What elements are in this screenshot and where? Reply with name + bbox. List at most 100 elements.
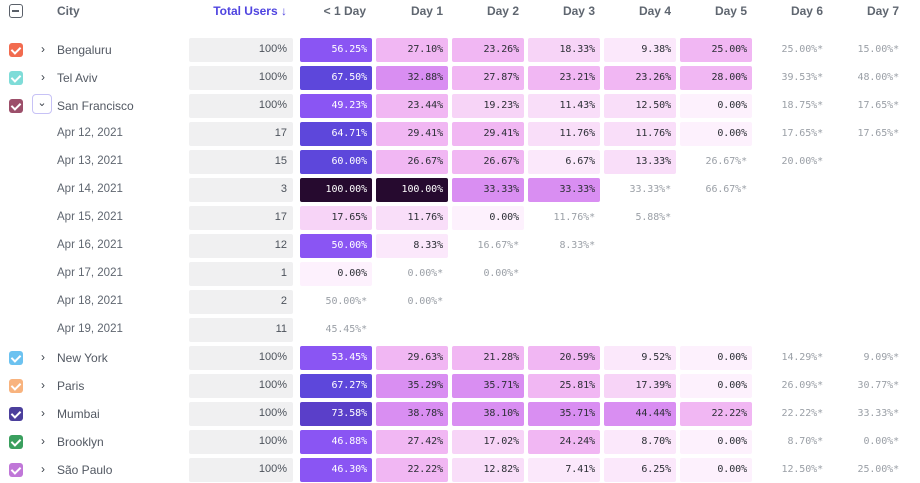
retention-cell[interactable]: 23.26% — [452, 38, 524, 62]
retention-cell[interactable]: 66.67%* — [705, 184, 748, 195]
retention-cell[interactable]: 23.26% — [604, 66, 676, 90]
retention-cell[interactable]: 49.23% — [300, 94, 372, 118]
chevron-right-icon[interactable]: › — [41, 462, 45, 476]
retention-cell[interactable]: 6.67% — [528, 150, 600, 174]
retention-cell[interactable]: 23.21% — [528, 66, 600, 90]
date-row[interactable]: Apr 13, 2021 15 60.00% 26.67% 26.67% 6.67% 13.… — [0, 150, 920, 174]
retention-cell[interactable]: 56.25% — [300, 38, 372, 62]
retention-cell[interactable]: 9.38% — [604, 38, 676, 62]
row-checkbox[interactable] — [9, 71, 23, 85]
retention-cell[interactable]: 25.00% — [680, 38, 752, 62]
row-checkbox[interactable] — [9, 99, 23, 113]
retention-cell[interactable]: 38.10% — [452, 402, 524, 426]
city-row[interactable]: ⌄ San Francisco 100% 49.23% 23.44% 19.23% 11.4… — [0, 94, 920, 118]
column-header-day6[interactable]: Day 6 — [790, 4, 823, 18]
column-header-lt1day[interactable]: < 1 Day — [323, 4, 366, 18]
date-row[interactable]: Apr 14, 2021 3 100.00% 100.00% 33.33% 33.33% 3… — [0, 178, 920, 202]
retention-cell[interactable]: 17.02% — [452, 430, 524, 454]
retention-cell[interactable]: 7.41% — [528, 458, 600, 482]
retention-cell[interactable]: 0.00% — [680, 430, 752, 454]
retention-cell[interactable]: 33.33% — [452, 178, 524, 202]
city-row[interactable]: › New York 100% 53.45% 29.63% 21.28% 20.59% 9.5… — [0, 346, 920, 370]
retention-cell[interactable]: 14.29%* — [781, 352, 824, 363]
retention-cell[interactable]: 26.67%* — [705, 156, 748, 167]
retention-cell[interactable]: 6.25% — [604, 458, 676, 482]
retention-cell[interactable]: 8.33% — [376, 234, 448, 258]
chevron-right-icon[interactable]: › — [41, 42, 45, 56]
retention-cell[interactable]: 17.39% — [604, 374, 676, 398]
row-checkbox[interactable] — [9, 43, 23, 57]
retention-cell[interactable]: 25.00%* — [781, 44, 824, 55]
retention-cell[interactable]: 46.30% — [300, 458, 372, 482]
retention-cell[interactable]: 11.76% — [604, 122, 676, 146]
column-header-day2[interactable]: Day 2 — [486, 4, 519, 18]
retention-cell[interactable]: 26.09%* — [781, 380, 824, 391]
retention-cell[interactable]: 73.58% — [300, 402, 372, 426]
retention-cell[interactable]: 67.50% — [300, 66, 372, 90]
chevron-right-icon[interactable]: › — [41, 378, 45, 392]
city-row[interactable]: › Bengaluru 100% 56.25% 27.10% 23.26% 18.33% 9.… — [0, 38, 920, 62]
retention-cell[interactable]: 16.67%* — [477, 240, 520, 251]
retention-cell[interactable]: 50.00%* — [325, 296, 368, 307]
retention-cell[interactable]: 11.76%* — [553, 212, 596, 223]
retention-cell[interactable]: 29.63% — [376, 346, 448, 370]
retention-cell[interactable]: 27.10% — [376, 38, 448, 62]
retention-cell[interactable]: 100.00% — [376, 178, 448, 202]
retention-cell[interactable]: 64.71% — [300, 122, 372, 146]
retention-cell[interactable]: 0.00%* — [407, 296, 443, 307]
retention-cell[interactable]: 21.28% — [452, 346, 524, 370]
retention-cell[interactable]: 11.76% — [376, 206, 448, 230]
retention-cell[interactable]: 9.52% — [604, 346, 676, 370]
retention-cell[interactable]: 13.33% — [604, 150, 676, 174]
total-users-column-header[interactable]: Total Users ↓ — [213, 4, 287, 18]
column-header-day1[interactable]: Day 1 — [410, 4, 443, 18]
chevron-right-icon[interactable]: › — [41, 70, 45, 84]
retention-cell[interactable]: 20.00%* — [781, 156, 824, 167]
retention-cell[interactable]: 46.88% — [300, 430, 372, 454]
retention-cell[interactable]: 35.29% — [376, 374, 448, 398]
retention-cell[interactable]: 18.75%* — [781, 100, 824, 111]
chevron-right-icon[interactable]: › — [41, 406, 45, 420]
retention-cell[interactable]: 25.81% — [528, 374, 600, 398]
retention-cell[interactable]: 24.24% — [528, 430, 600, 454]
retention-cell[interactable]: 20.59% — [528, 346, 600, 370]
retention-cell[interactable]: 26.67% — [452, 150, 524, 174]
retention-cell[interactable]: 8.70%* — [787, 436, 823, 447]
retention-cell[interactable]: 0.00%* — [863, 436, 899, 447]
city-column-header[interactable]: City — [57, 4, 80, 18]
retention-cell[interactable]: 17.65%* — [781, 128, 824, 139]
retention-cell[interactable]: 9.09%* — [863, 352, 899, 363]
retention-cell[interactable]: 35.71% — [452, 374, 524, 398]
retention-cell[interactable]: 18.33% — [528, 38, 600, 62]
retention-cell[interactable]: 33.33%* — [857, 408, 900, 419]
retention-cell[interactable]: 29.41% — [376, 122, 448, 146]
retention-cell[interactable]: 53.45% — [300, 346, 372, 370]
retention-cell[interactable]: 35.71% — [528, 402, 600, 426]
date-row[interactable]: Apr 12, 2021 17 64.71% 29.41% 29.41% 11.76% 11… — [0, 122, 920, 146]
row-checkbox[interactable] — [9, 463, 23, 477]
date-row[interactable]: Apr 15, 2021 17 17.65% 11.76% 0.00% 11.76%* 5.… — [0, 206, 920, 230]
row-checkbox[interactable] — [9, 379, 23, 393]
select-all-checkbox[interactable] — [9, 4, 23, 18]
retention-cell[interactable]: 0.00% — [680, 374, 752, 398]
retention-cell[interactable]: 25.00%* — [857, 464, 900, 475]
row-checkbox[interactable] — [9, 351, 23, 365]
chevron-right-icon[interactable]: › — [41, 350, 45, 364]
retention-cell[interactable]: 0.00% — [680, 346, 752, 370]
retention-cell[interactable]: 100.00% — [300, 178, 372, 202]
retention-cell[interactable]: 23.44% — [376, 94, 448, 118]
retention-cell[interactable]: 27.87% — [452, 66, 524, 90]
row-checkbox[interactable] — [9, 435, 23, 449]
retention-cell[interactable]: 38.78% — [376, 402, 448, 426]
retention-cell[interactable]: 19.23% — [452, 94, 524, 118]
retention-cell[interactable]: 26.67% — [376, 150, 448, 174]
retention-cell[interactable]: 12.50% — [604, 94, 676, 118]
retention-cell[interactable]: 17.65% — [300, 206, 372, 230]
retention-cell[interactable]: 33.33%* — [629, 184, 672, 195]
retention-cell[interactable]: 8.70% — [604, 430, 676, 454]
date-row[interactable]: Apr 19, 2021 11 45.45%* — [0, 318, 920, 342]
retention-cell[interactable]: 30.77%* — [857, 380, 900, 391]
retention-cell[interactable]: 67.27% — [300, 374, 372, 398]
date-row[interactable]: Apr 17, 2021 1 0.00% 0.00%* 0.00%* — [0, 262, 920, 286]
retention-cell[interactable]: 28.00% — [680, 66, 752, 90]
